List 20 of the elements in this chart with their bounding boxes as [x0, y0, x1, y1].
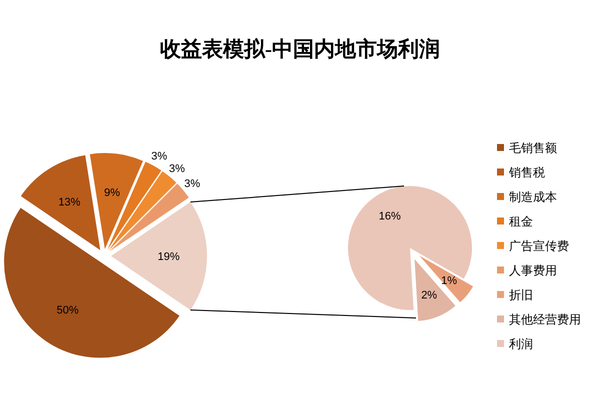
data-label: 19% — [158, 251, 180, 263]
data-label: 16% — [378, 210, 401, 222]
legend-label: 租金 — [509, 214, 533, 228]
data-label: 3% — [151, 150, 168, 163]
legend-label: 折旧 — [509, 288, 533, 302]
legend-label: 利润 — [509, 337, 533, 351]
data-label: 3% — [169, 162, 186, 175]
chart-title: 收益表模拟-中国内地市场利润 — [160, 37, 440, 61]
legend-label: 销售税 — [508, 166, 545, 180]
data-label: 3% — [184, 178, 200, 190]
legend-label: 其他经营费用 — [509, 312, 581, 326]
data-label: 50% — [56, 304, 79, 316]
data-label: 2% — [421, 290, 438, 302]
legend-label: 广告宣传费 — [509, 239, 569, 253]
data-label: 9% — [104, 186, 120, 199]
data-label: 1% — [441, 274, 458, 287]
data-label: 13% — [58, 196, 81, 208]
legend-label: 人事费用 — [509, 264, 557, 278]
legend-label: 制造成本 — [509, 190, 557, 204]
legend-label: 毛销售额 — [509, 141, 557, 155]
